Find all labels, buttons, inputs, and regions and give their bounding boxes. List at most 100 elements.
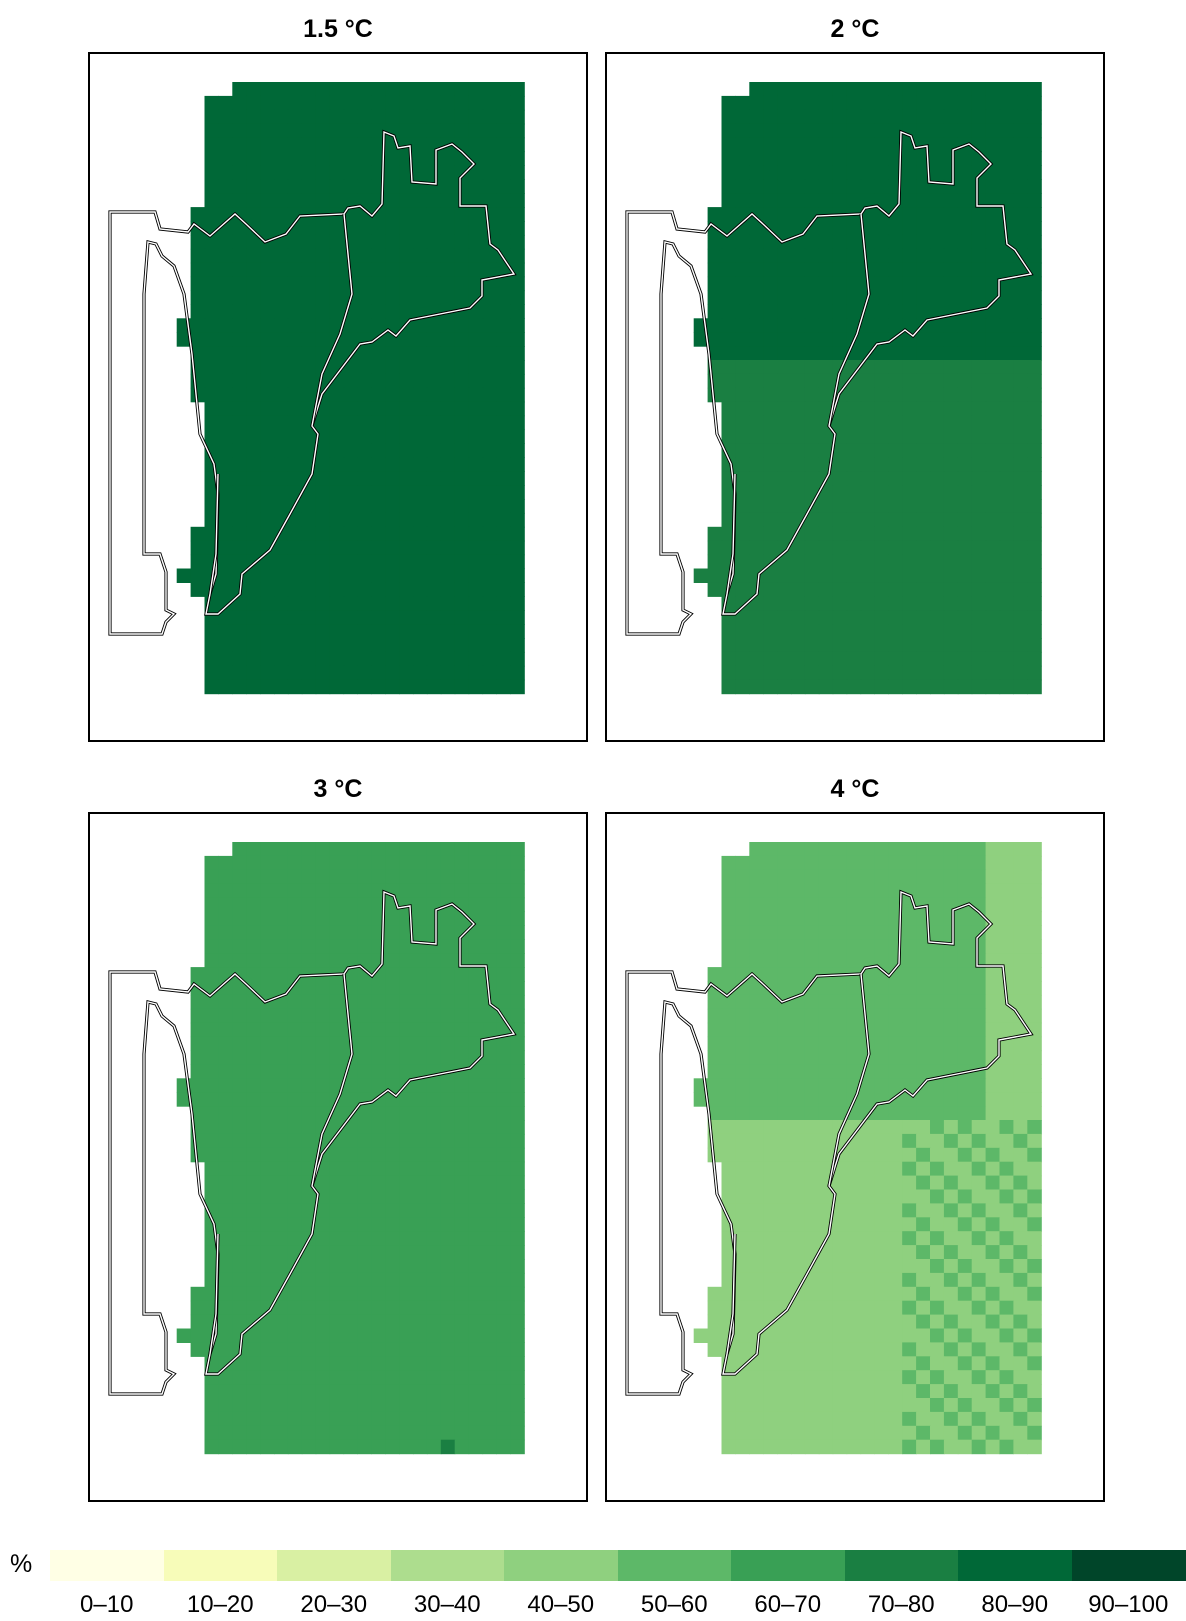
grid-cell: [357, 967, 372, 982]
grid-cell: [413, 457, 428, 472]
grid-cell: [274, 1356, 289, 1371]
grid-cell: [916, 1439, 931, 1455]
grid-cell: [468, 471, 484, 486]
grid-cell: [232, 221, 247, 236]
grid-cell: [496, 1147, 511, 1163]
grid-cell: [482, 471, 497, 486]
grid-cell: [999, 526, 1014, 542]
grid-cell: [1013, 1286, 1028, 1302]
grid-cell: [274, 1161, 289, 1177]
grid-cell: [763, 1342, 778, 1357]
grid-cell: [860, 95, 875, 111]
grid-cell: [804, 1120, 820, 1135]
grid-cell: [329, 939, 345, 954]
grid-cell: [204, 925, 219, 940]
grid-cell: [1027, 1439, 1042, 1455]
grid-cell: [707, 526, 723, 542]
grid-cell: [860, 855, 875, 871]
grid-cell: [413, 109, 428, 125]
grid-cell: [482, 651, 497, 667]
grid-cell: [818, 939, 834, 954]
grid-cell: [260, 1078, 275, 1093]
grid-cell: [260, 248, 275, 264]
grid-cell: [791, 953, 806, 968]
grid-cell: [301, 855, 317, 871]
grid-cell: [357, 318, 372, 333]
grid-cell: [943, 582, 959, 597]
grid-cell: [274, 109, 289, 125]
grid-cell: [791, 387, 806, 403]
grid-cell: [343, 883, 358, 899]
grid-cell: [777, 457, 792, 472]
grid-cell: [888, 994, 903, 1010]
grid-cell: [246, 679, 261, 695]
grid-cell: [371, 1384, 386, 1399]
grid-cell: [818, 1092, 834, 1107]
grid-cell: [999, 1328, 1014, 1343]
grid-cell: [860, 387, 875, 403]
grid-cell: [930, 596, 945, 611]
grid-cell: [957, 1272, 973, 1288]
grid-cell: [315, 221, 331, 236]
grid-cell: [957, 82, 973, 97]
grid-cell: [957, 373, 973, 389]
grid-cell: [749, 1411, 764, 1427]
grid-cell: [957, 1286, 973, 1302]
grid-cell: [930, 373, 945, 389]
grid-cell: [749, 1161, 764, 1177]
grid-cell: [943, 1300, 959, 1316]
grid-cell: [846, 137, 862, 153]
grid-cell: [985, 165, 1001, 180]
grid-cell: [985, 123, 1001, 139]
grid-cell: [482, 925, 497, 940]
grid-cell: [930, 568, 945, 583]
grid-cell: [846, 415, 862, 431]
grid-cell: [971, 855, 987, 871]
grid-cell: [454, 1245, 470, 1260]
grid-cell: [371, 1342, 386, 1357]
grid-cell: [916, 332, 931, 347]
grid-cell: [1013, 1245, 1028, 1260]
grid-cell: [791, 207, 806, 222]
grid-cell: [232, 1175, 247, 1191]
grid-cell: [763, 193, 778, 208]
grid-cell: [860, 1384, 875, 1399]
grid-cell: [232, 624, 247, 639]
grid-cell: [454, 1092, 470, 1107]
grid-cell: [260, 193, 275, 208]
grid-cell: [693, 332, 709, 347]
grid-cell: [721, 234, 736, 250]
grid-cell: [329, 415, 345, 431]
grid-cell: [482, 1300, 497, 1316]
grid-cell: [888, 1342, 903, 1357]
grid-cell: [902, 401, 917, 417]
grid-cell: [246, 883, 261, 899]
grid-cell: [246, 1120, 261, 1135]
grid-cell: [721, 1092, 736, 1107]
grid-cell: [791, 1217, 806, 1232]
grid-cell: [510, 1050, 525, 1065]
grid-cell: [1027, 109, 1042, 125]
grid-cell: [832, 290, 848, 305]
grid-cell: [468, 554, 484, 570]
grid-cell: [735, 471, 750, 486]
grid-cell: [721, 1064, 736, 1079]
grid-cell: [301, 638, 317, 653]
grid-cell: [846, 443, 862, 458]
grid-cell: [860, 1078, 875, 1093]
grid-cell: [246, 1245, 261, 1260]
grid-cell: [287, 1120, 303, 1135]
grid-cell: [1027, 1120, 1042, 1135]
grid-cell: [888, 1384, 903, 1399]
grid-cell: [413, 994, 428, 1010]
grid-cell: [246, 512, 261, 528]
grid-cell: [999, 262, 1014, 278]
grid-cell: [721, 165, 736, 180]
grid-cell: [916, 1175, 931, 1191]
grid-cell: [749, 95, 764, 111]
grid-cell: [874, 1064, 889, 1079]
grid-cell: [440, 596, 456, 611]
grid-cell: [1027, 207, 1042, 222]
grid-cell: [343, 1300, 358, 1316]
grid-cell: [791, 1050, 806, 1065]
